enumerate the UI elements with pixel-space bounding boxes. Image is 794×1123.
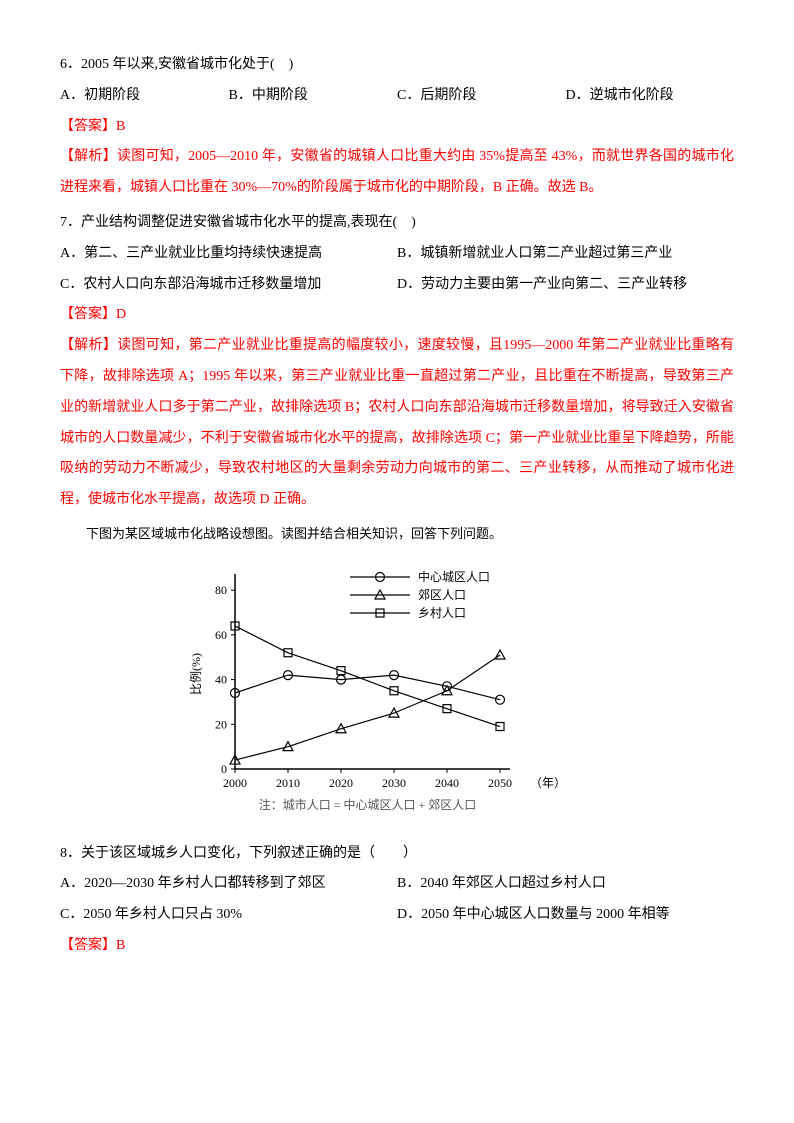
q8-option-a: A．2020—2030 年乡村人口都转移到了郊区 — [60, 869, 397, 900]
svg-text:（年）: （年） — [530, 776, 560, 790]
urbanization-chart: 020406080200020102020203020402050（年）比例(%… — [180, 559, 560, 829]
q6-option-b: B．中期阶段 — [229, 81, 398, 112]
q7-option-d: D．劳动力主要由第一产业向第二、三产业转移 — [397, 270, 734, 301]
q7-answer: 【答案】D — [60, 300, 734, 331]
q6-option-c: C．后期阶段 — [397, 81, 566, 112]
svg-text:注：城市人口 = 中心城区人口 + 郊区人口: 注：城市人口 = 中心城区人口 + 郊区人口 — [259, 797, 477, 812]
svg-text:比例(%): 比例(%) — [189, 653, 203, 695]
q8-answer: 【答案】B — [60, 931, 734, 962]
q7-options: A．第二、三产业就业比重均持续快速提高 B．城镇新增就业人口第二产业超过第三产业… — [60, 239, 734, 301]
q8-text: 8．关于该区域城乡人口变化，下列叙述正确的是（ ） — [60, 839, 734, 870]
svg-text:2000: 2000 — [223, 776, 247, 790]
svg-text:80: 80 — [215, 583, 227, 597]
svg-text:中心城区人口: 中心城区人口 — [418, 569, 490, 584]
q6-analysis: 【解析】读图可知，2005—2010 年，安徽省的城镇人口比重大约由 35%提高… — [60, 142, 734, 204]
svg-text:郊区人口: 郊区人口 — [418, 588, 466, 602]
question-6: 6．2005 年以来,安徽省城市化处于( ) A．初期阶段 B．中期阶段 C．后… — [60, 50, 734, 204]
q6-answer: 【答案】B — [60, 112, 734, 143]
question-8: 8．关于该区域城乡人口变化，下列叙述正确的是（ ） A．2020—2030 年乡… — [60, 839, 734, 962]
chart-intro: 下图为某区域城市化战略设想图。读图并结合相关知识，回答下列问题。 — [60, 520, 734, 549]
svg-text:0: 0 — [221, 762, 227, 776]
q6-options: A．初期阶段 B．中期阶段 C．后期阶段 D．逆城市化阶段 — [60, 81, 734, 112]
svg-text:乡村人口: 乡村人口 — [418, 606, 466, 620]
q7-option-c: C．农村人口向东部沿海城市迁移数量增加 — [60, 270, 397, 301]
svg-text:2030: 2030 — [382, 776, 406, 790]
svg-text:2020: 2020 — [329, 776, 353, 790]
q8-option-b: B．2040 年郊区人口超过乡村人口 — [397, 869, 734, 900]
svg-text:60: 60 — [215, 627, 227, 641]
q6-text: 6．2005 年以来,安徽省城市化处于( ) — [60, 50, 734, 81]
svg-text:2040: 2040 — [435, 776, 459, 790]
q7-option-a: A．第二、三产业就业比重均持续快速提高 — [60, 239, 397, 270]
q8-option-d: D．2050 年中心城区人口数量与 2000 年相等 — [397, 900, 734, 931]
chart-svg: 020406080200020102020203020402050（年）比例(%… — [180, 559, 560, 819]
q7-option-b: B．城镇新增就业人口第二产业超过第三产业 — [397, 239, 734, 270]
q7-text: 7．产业结构调整促进安徽省城市化水平的提高,表现在( ) — [60, 208, 734, 239]
svg-text:40: 40 — [215, 672, 227, 686]
q6-option-d: D．逆城市化阶段 — [566, 81, 735, 112]
q7-analysis: 【解析】读图可知，第二产业就业比重提高的幅度较小，速度较慢，且1995—2000… — [60, 331, 734, 516]
svg-text:2050: 2050 — [488, 776, 512, 790]
svg-text:20: 20 — [215, 717, 227, 731]
q8-option-c: C．2050 年乡村人口只占 30% — [60, 900, 397, 931]
svg-text:2010: 2010 — [276, 776, 300, 790]
q8-options: A．2020—2030 年乡村人口都转移到了郊区 B．2040 年郊区人口超过乡… — [60, 869, 734, 931]
question-7: 7．产业结构调整促进安徽省城市化水平的提高,表现在( ) A．第二、三产业就业比… — [60, 208, 734, 516]
q6-option-a: A．初期阶段 — [60, 81, 229, 112]
